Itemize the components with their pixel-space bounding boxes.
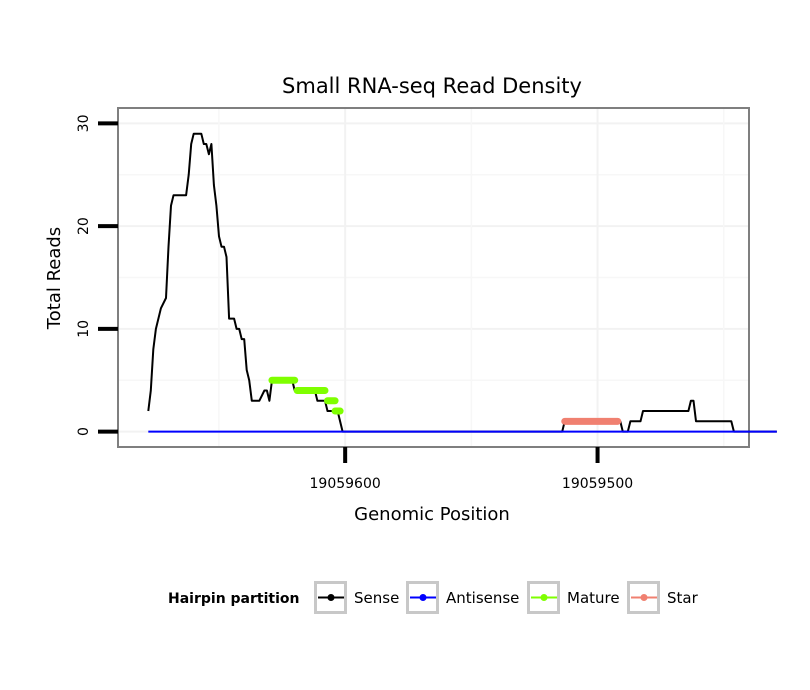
legend-key-point bbox=[419, 594, 427, 601]
legend-title: Hairpin partition bbox=[168, 591, 299, 607]
x-axis-label: Genomic Position bbox=[354, 504, 510, 525]
x-tick-label: 19059500 bbox=[562, 476, 633, 492]
legend-item-sense: Sense bbox=[314, 581, 399, 614]
legend-label-sense: Sense bbox=[354, 589, 399, 607]
y-tick-label: 20 bbox=[76, 217, 92, 235]
legend: Hairpin partition Sense Antisense Mature St… bbox=[168, 581, 699, 614]
y-tick-label: 10 bbox=[76, 320, 92, 338]
legend-label-star: Star bbox=[667, 589, 699, 607]
legend-item-antisense: Antisense bbox=[406, 581, 519, 614]
series-mature bbox=[268, 376, 344, 415]
x-tick-label: 19059600 bbox=[310, 476, 381, 492]
legend-key-point bbox=[540, 594, 548, 601]
y-tick-label: 30 bbox=[76, 114, 92, 132]
y-axis-label: Total Reads bbox=[44, 227, 65, 330]
chart-title: Small RNA-seq Read Density bbox=[282, 74, 582, 98]
y-tick-label: 0 bbox=[76, 427, 92, 436]
legend-label-mature: Mature bbox=[567, 589, 620, 607]
legend-key-point bbox=[640, 594, 648, 601]
legend-item-mature: Mature bbox=[527, 581, 620, 614]
legend-key-point bbox=[327, 594, 335, 601]
legend-label-antisense: Antisense bbox=[446, 589, 519, 607]
x-axis: 19059600 19059500 bbox=[310, 447, 633, 492]
legend-key-box bbox=[527, 581, 560, 614]
legend-item-star: Star bbox=[627, 581, 699, 614]
series-layer bbox=[147, 132, 777, 433]
y-axis: 0 10 20 30 bbox=[76, 114, 118, 436]
